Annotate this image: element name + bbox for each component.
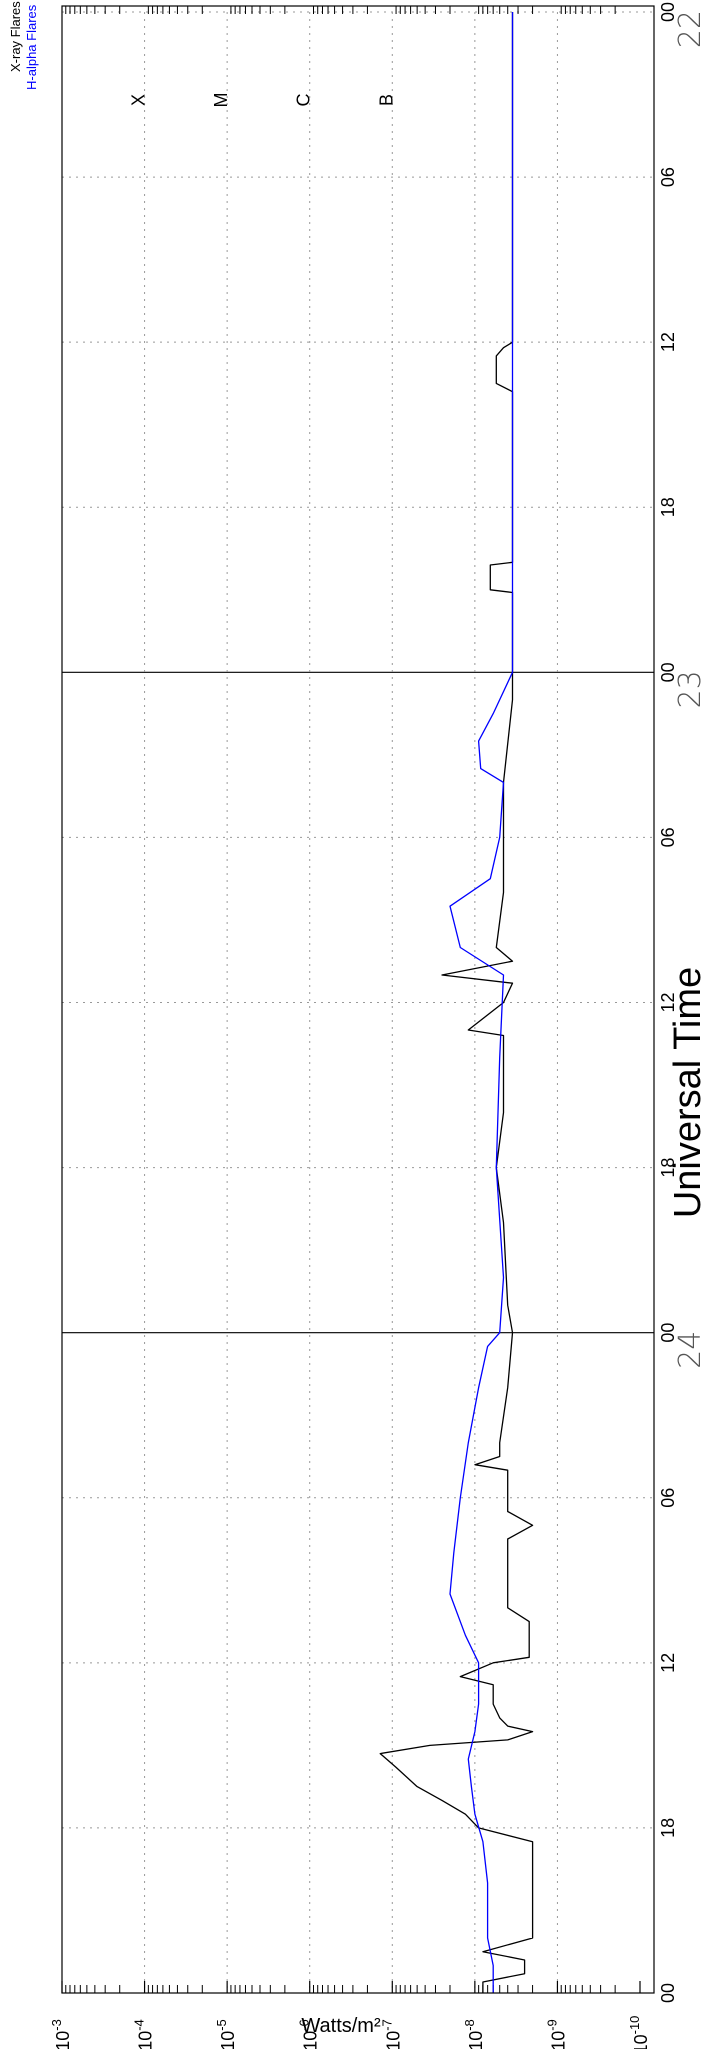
legend-xray-label: X-ray Flares	[8, 1, 23, 72]
y-tick-label: 10-6	[297, 2019, 321, 2049]
x-tick-label: 00	[658, 1983, 678, 2003]
flare-class-label: B	[376, 94, 396, 106]
x-tick-label: 12	[658, 992, 678, 1012]
x-tick-label: 18	[658, 1818, 678, 1838]
day-label: 24	[673, 1331, 708, 1369]
halpha-series-line	[449, 12, 514, 1993]
x-axis-ticks: 00 06 12 18 00 06 12 18 00 06 12 18 00	[658, 2, 678, 2003]
plot-frame	[61, 5, 655, 1994]
y-tick-label: 10-9	[544, 2019, 568, 2049]
flare-class-label: M	[211, 93, 231, 108]
x-tick-label: 00	[658, 1323, 678, 1343]
flare-class-label: X	[129, 94, 149, 106]
day-label: 22	[673, 10, 708, 48]
x-tick-label: 12	[658, 332, 678, 352]
y-tick-label: 10-7	[379, 2019, 403, 2049]
x-tick-label: 18	[658, 497, 678, 517]
x-tick-label: 06	[658, 1488, 678, 1508]
x-tick-label: 06	[658, 827, 678, 847]
y-axis-title: Watts/m²	[301, 2015, 381, 2037]
legend: X-ray Flares H-alpha Flares	[8, 1, 39, 90]
xray-series-line	[379, 12, 534, 1993]
y-tick-label: 10-8	[462, 2019, 486, 2049]
series-layer	[379, 12, 534, 1993]
x-axis-title: Universal Time	[667, 967, 709, 1218]
y-tick-label: 10-4	[132, 2019, 156, 2049]
x-tick-label: 06	[658, 167, 678, 187]
x-tick-label: 12	[658, 1653, 678, 1673]
day-labels: 22 23 24	[673, 10, 708, 1369]
x-tick-label: 00	[658, 662, 678, 682]
x-tick-label: 18	[658, 1158, 678, 1178]
flare-class-label: C	[294, 94, 314, 107]
y-tick-label: 10-5	[214, 2019, 238, 2049]
x-tick-label: 00	[658, 2, 678, 22]
y-tick-label: 10-3	[49, 2019, 73, 2049]
y-tick-label: 10-10	[627, 2016, 651, 2049]
y-axis-ticks: 10-3 10-4 10-5 10-6 10-7 10-8 10-9 10-10	[49, 1981, 651, 2049]
day-label: 23	[673, 670, 708, 708]
legend-halpha-label: H-alpha Flares	[24, 4, 39, 90]
